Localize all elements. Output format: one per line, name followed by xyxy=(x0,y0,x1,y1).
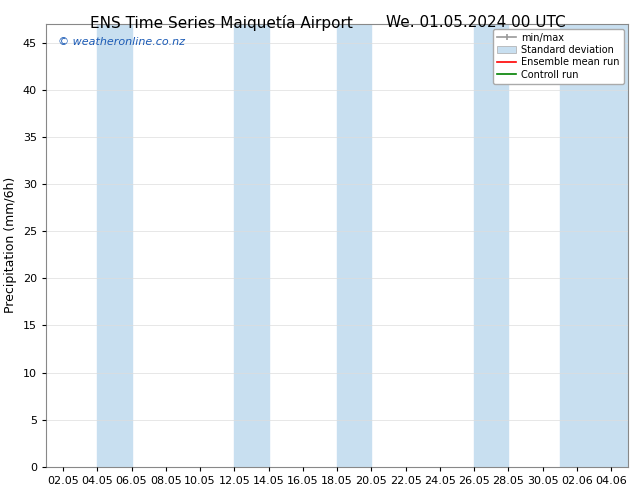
Text: We. 01.05.2024 00 UTC: We. 01.05.2024 00 UTC xyxy=(385,15,566,30)
Bar xyxy=(474,24,508,467)
Bar xyxy=(594,24,628,467)
Bar xyxy=(97,24,131,467)
Text: © weatheronline.co.nz: © weatheronline.co.nz xyxy=(58,37,184,47)
Y-axis label: Precipitation (mm/6h): Precipitation (mm/6h) xyxy=(4,177,17,314)
Bar xyxy=(560,24,594,467)
Bar xyxy=(235,24,269,467)
Legend: min/max, Standard deviation, Ensemble mean run, Controll run: min/max, Standard deviation, Ensemble me… xyxy=(493,28,624,84)
Text: ENS Time Series Maiquetía Airport: ENS Time Series Maiquetía Airport xyxy=(91,15,353,31)
Bar xyxy=(337,24,372,467)
